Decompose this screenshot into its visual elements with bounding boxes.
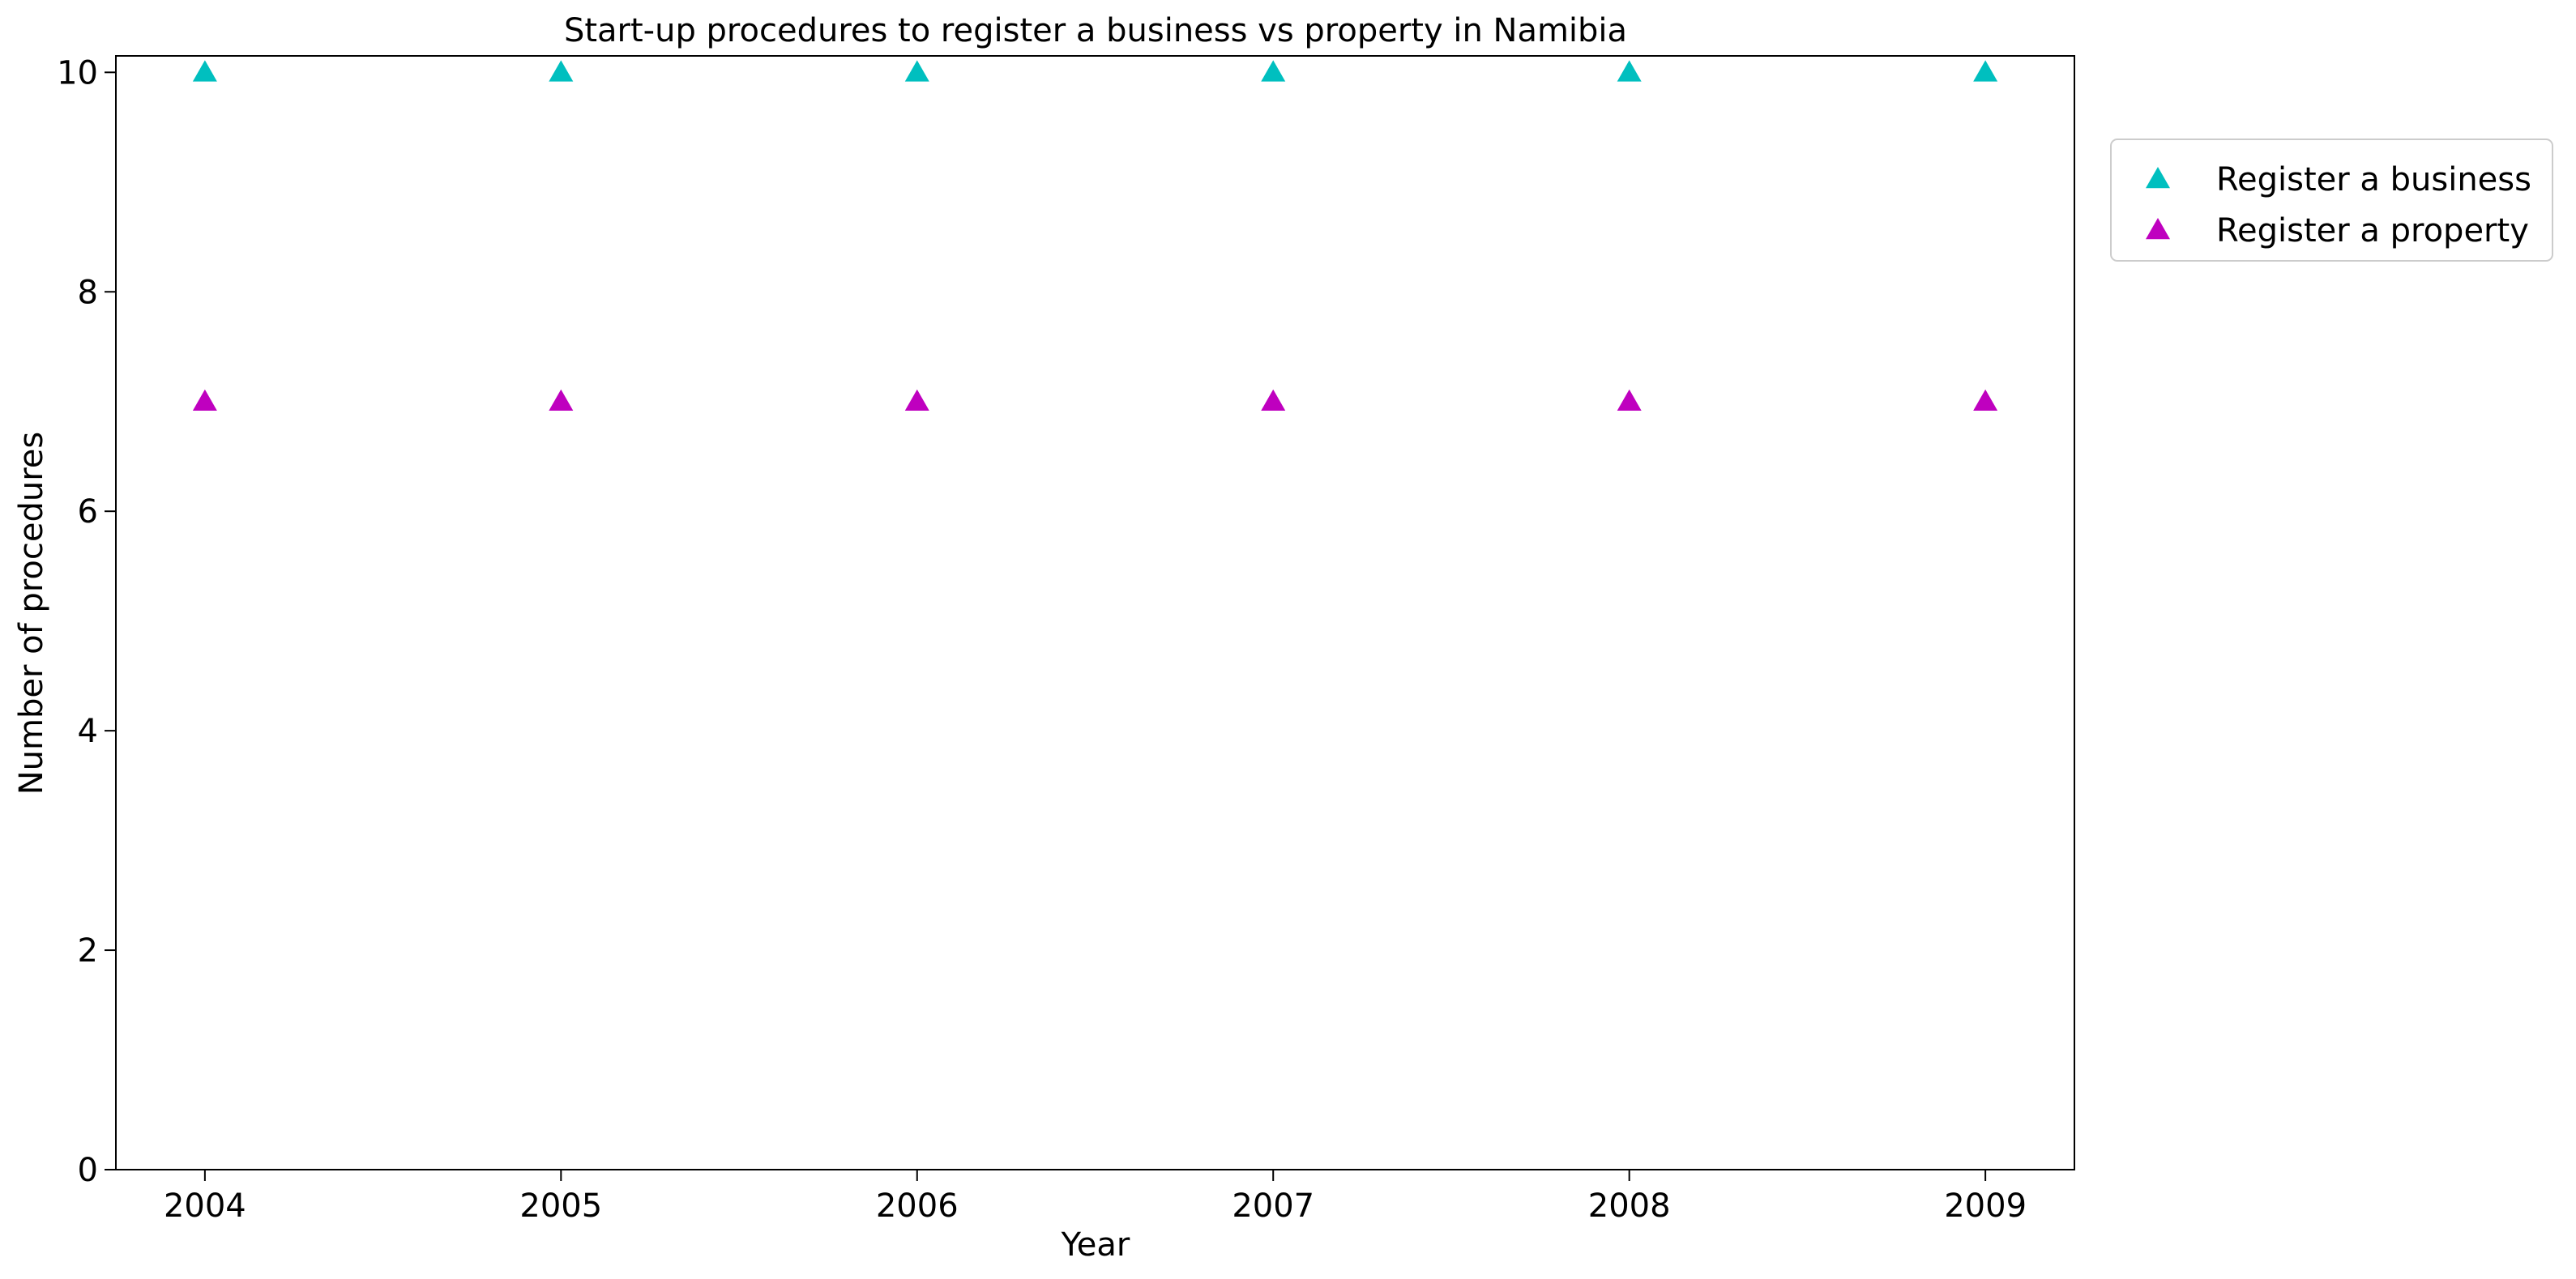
data-point-register-a-property xyxy=(1973,389,1998,411)
y-tick-label: 0 xyxy=(78,1152,98,1189)
data-point-register-a-business xyxy=(192,60,217,82)
y-tick-label: 2 xyxy=(78,932,98,970)
legend: Register a business Register a property xyxy=(2110,139,2553,262)
x-tick-label: 2005 xyxy=(519,1187,602,1225)
legend-box xyxy=(2110,139,2553,262)
x-tick-label: 2004 xyxy=(164,1187,246,1225)
data-point-register-a-business xyxy=(1261,60,1286,82)
y-axis-label: Number of procedures xyxy=(13,432,50,795)
data-point-register-a-property xyxy=(1617,389,1642,411)
y-tick-label: 8 xyxy=(78,274,98,311)
data-point-register-a-property xyxy=(192,389,217,411)
plot-area: 2004 2005 2006 2007 2008 2009 0 2 4 6 8 10 xyxy=(57,54,2075,1225)
x-axis-label: Year xyxy=(1061,1226,1130,1264)
y-tick-label: 6 xyxy=(78,493,98,531)
data-point-register-a-business xyxy=(1973,60,1998,82)
x-tick-label: 2006 xyxy=(876,1187,959,1225)
x-tick-label: 2008 xyxy=(1588,1187,1671,1225)
legend-marker-register-a-property xyxy=(2146,218,2170,240)
legend-marker-register-a-business xyxy=(2146,167,2170,189)
chart-title: Start-up procedures to register a busine… xyxy=(564,12,1627,49)
x-tick-label: 2009 xyxy=(1944,1187,2027,1225)
data-point-register-a-business xyxy=(549,60,574,82)
y-tick-label: 4 xyxy=(78,713,98,750)
data-point-register-a-property xyxy=(1261,389,1286,411)
legend-label-register-a-property: Register a property xyxy=(2216,212,2529,249)
data-point-register-a-property xyxy=(904,389,929,411)
y-tick-label: 10 xyxy=(57,54,98,92)
data-point-register-a-business xyxy=(1617,60,1642,82)
data-point-register-a-property xyxy=(549,389,574,411)
legend-label-register-a-business: Register a business xyxy=(2216,161,2531,198)
data-point-register-a-business xyxy=(904,60,929,82)
plot-frame xyxy=(115,55,2075,1170)
x-tick-label: 2007 xyxy=(1232,1187,1314,1225)
